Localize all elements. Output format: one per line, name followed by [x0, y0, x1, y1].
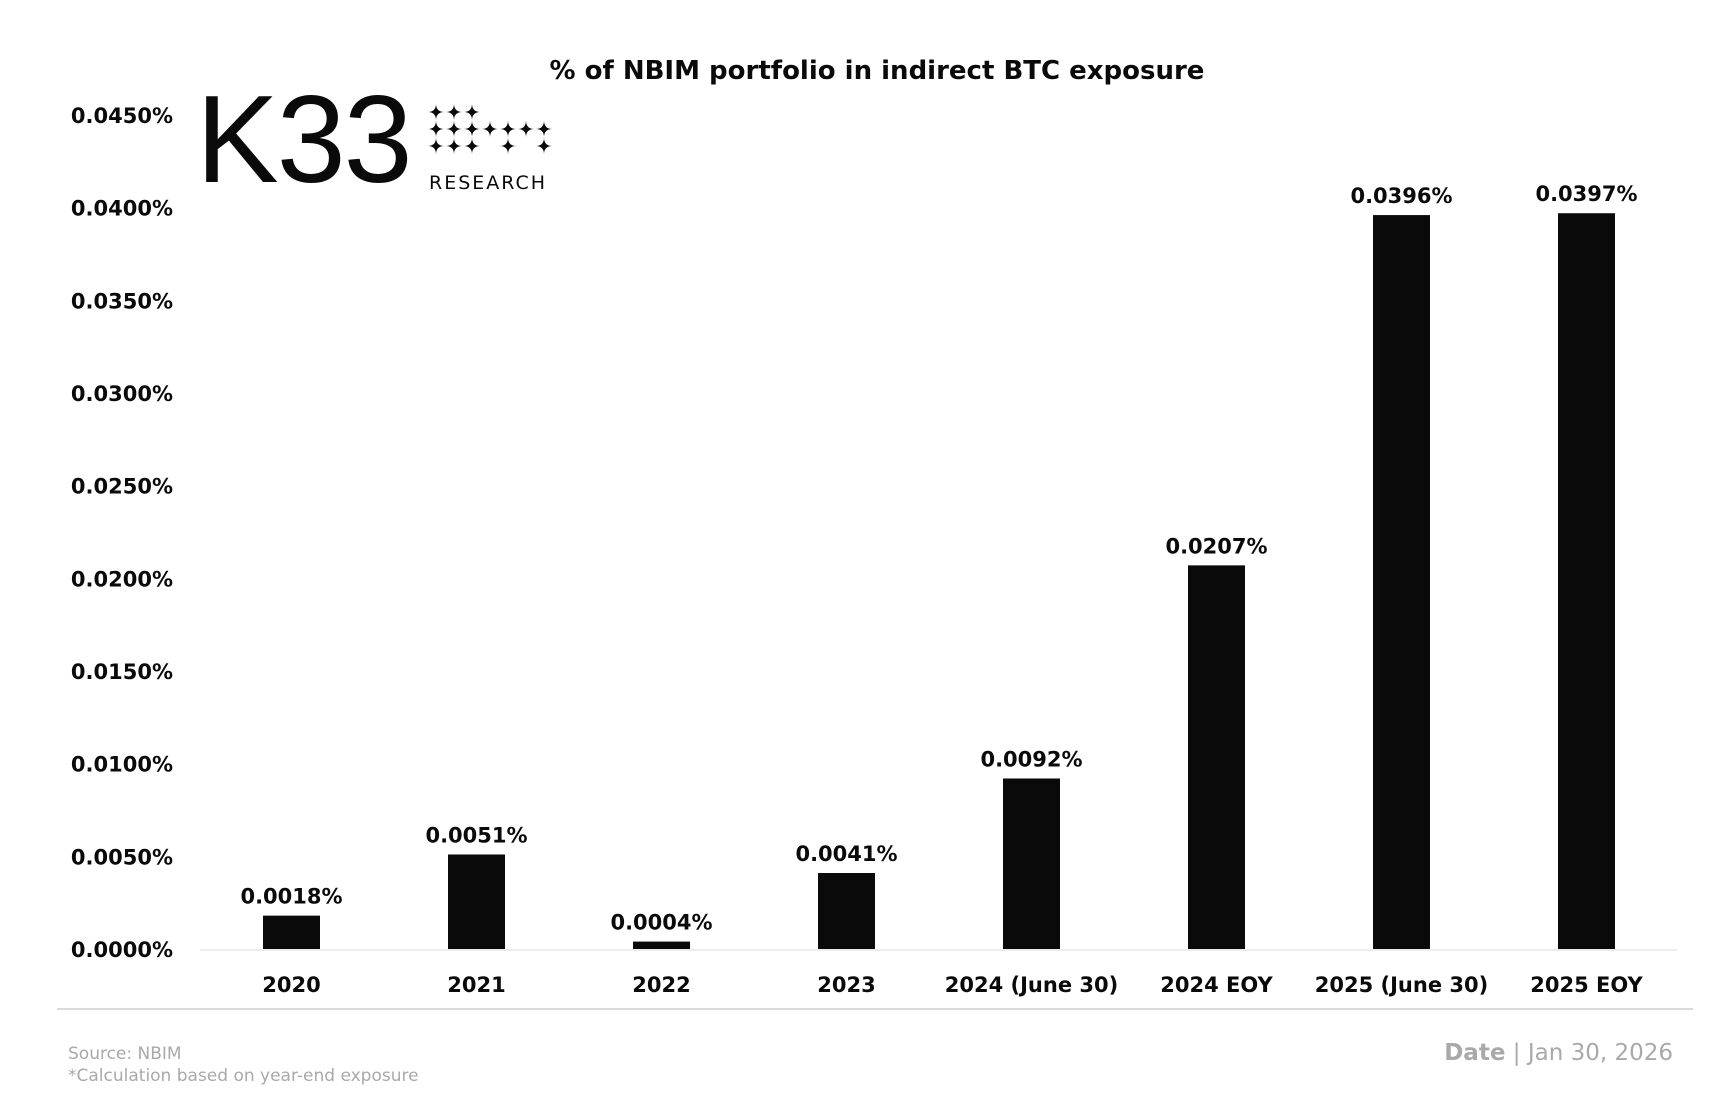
- bar: [1188, 565, 1245, 949]
- bar: [263, 915, 320, 949]
- y-tick-label: 0.0050%: [71, 845, 173, 869]
- data-label: 0.0041%: [795, 842, 897, 866]
- y-tick-label: 0.0250%: [71, 475, 173, 499]
- logo-star: [499, 137, 517, 155]
- data-label: 0.0092%: [980, 747, 1082, 771]
- y-tick-label: 0.0300%: [71, 382, 173, 406]
- logo-star: [445, 137, 463, 155]
- y-tick-label: 0.0200%: [71, 567, 173, 591]
- x-tick-label: 2023: [817, 973, 875, 997]
- bar-chart: 0.0000% 0.0050% 0.0100% 0.0150% 0.0200% 0.025…: [71, 104, 1677, 997]
- y-tick-label: 0.0100%: [71, 753, 173, 777]
- data-label: 0.0397%: [1535, 182, 1637, 206]
- bar: [818, 873, 875, 949]
- date-value: Jan 30, 2026: [1527, 1040, 1673, 1066]
- bar: [633, 941, 690, 949]
- x-tick-label: 2022: [632, 973, 690, 997]
- logo-star: [445, 120, 463, 138]
- logo-subtitle: RESEARCH: [429, 172, 548, 194]
- x-tick-label: 2021: [447, 973, 505, 997]
- data-label: 0.0018%: [240, 885, 342, 909]
- logo-star: [463, 137, 481, 155]
- footer-divider: [57, 1008, 1693, 1010]
- logo-wordmark: K33: [196, 71, 413, 209]
- logo-star: [535, 120, 553, 138]
- logo-star: [535, 137, 553, 155]
- y-tick-label: 0.0000%: [71, 938, 173, 962]
- logo-star: [428, 137, 445, 155]
- footnote: *Calculation based on year-end exposure: [68, 1066, 419, 1086]
- data-label: 0.0207%: [1165, 534, 1267, 558]
- date-stamp: Date | Jan 30, 2026: [1444, 1040, 1673, 1066]
- x-tick-label: 2024 (June 30): [945, 973, 1118, 997]
- logo-star: [463, 120, 481, 138]
- data-label: 0.0051%: [425, 823, 527, 847]
- logo-star: [481, 120, 499, 138]
- chart-title: % of NBIM portfolio in indirect BTC expo…: [549, 56, 1205, 86]
- date-separator: |: [1505, 1040, 1528, 1066]
- logo-star: [445, 104, 463, 121]
- logo-stars-icon: [428, 104, 553, 155]
- y-tick-label: 0.0400%: [71, 197, 173, 221]
- data-label: 0.0396%: [1350, 184, 1452, 208]
- bar: [1003, 778, 1060, 949]
- date-label: Date: [1444, 1040, 1506, 1066]
- y-tick-label: 0.0150%: [71, 660, 173, 684]
- x-tick-label: 2024 EOY: [1160, 973, 1273, 997]
- logo-star: [428, 120, 445, 138]
- logo-star: [463, 104, 481, 121]
- x-tick-label: 2025 (June 30): [1315, 973, 1488, 997]
- x-tick-label: 2020: [262, 973, 320, 997]
- y-tick-label: 0.0350%: [71, 289, 173, 313]
- y-tick-label: 0.0450%: [71, 104, 173, 128]
- bar: [1373, 215, 1430, 949]
- source-note: Source: NBIM: [68, 1044, 182, 1064]
- logo-star: [517, 120, 535, 138]
- logo-star: [428, 104, 445, 121]
- x-tick-label: 2025 EOY: [1530, 973, 1643, 997]
- bar: [448, 854, 505, 949]
- bar: [1558, 213, 1615, 949]
- data-label: 0.0004%: [610, 911, 712, 935]
- logo-star: [499, 120, 517, 138]
